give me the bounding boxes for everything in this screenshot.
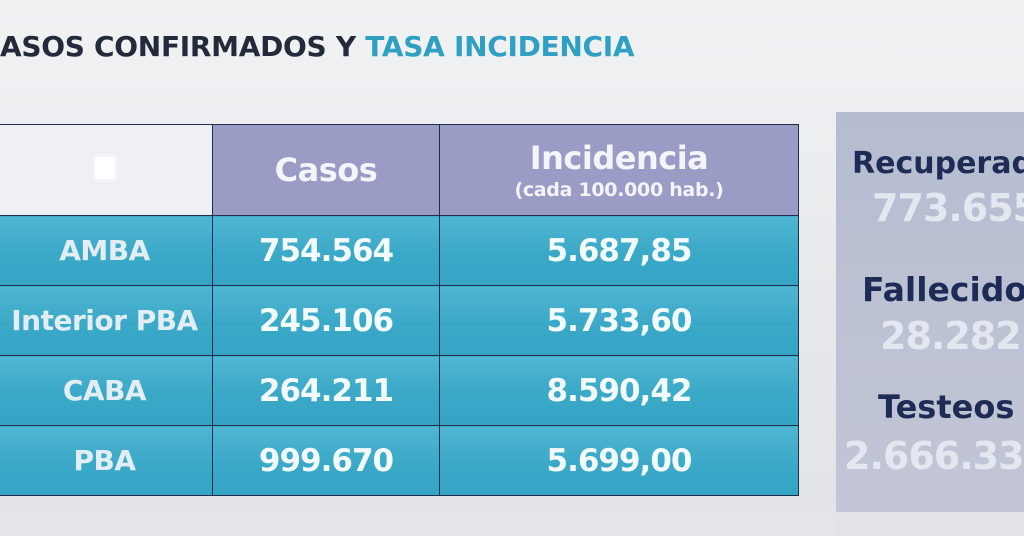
stat-fallecidos-label: Fallecidos — [862, 270, 1024, 309]
column-header-casos: Casos — [212, 124, 440, 216]
row-casos: 264.211 — [212, 355, 440, 426]
row-region: Interior PBA — [0, 285, 213, 356]
title-part-incidencia: TASA INCIDENCIA — [365, 30, 635, 63]
stat-recuperados-label: Recuperado — [852, 146, 1024, 181]
row-incidencia: 5.699,00 — [439, 425, 799, 496]
stat-testeos-value: 2.666.33 — [844, 434, 1024, 478]
row-casos: 245.106 — [212, 285, 440, 356]
row-region: PBA — [0, 425, 213, 496]
column-incidencia-sublabel: (cada 100.000 hab.) — [514, 179, 724, 201]
table-row: Interior PBA 245.106 5.733,60 — [0, 285, 799, 356]
table-row: PBA 999.670 5.699,00 — [0, 425, 799, 496]
column-incidencia-label: Incidencia — [529, 139, 709, 177]
stat-recuperados-value: 773.655 — [872, 186, 1024, 230]
row-casos: 754.564 — [212, 215, 440, 286]
column-header-incidencia: Incidencia (cada 100.000 hab.) — [439, 124, 799, 216]
title-part-confirmados: ASOS CONFIRMADOS Y — [0, 30, 356, 63]
page-title: ASOS CONFIRMADOS Y TASA INCIDENCIA — [0, 30, 635, 63]
row-region: AMBA — [0, 215, 213, 286]
row-region: CABA — [0, 355, 213, 426]
glare-mark — [94, 157, 115, 179]
bottom-band — [0, 506, 836, 536]
stat-testeos-label: Testeos — [878, 388, 1015, 426]
row-incidencia: 5.733,60 — [439, 285, 799, 356]
cases-table: Casos Incidencia (cada 100.000 hab.) AMB… — [0, 124, 799, 496]
stat-fallecidos-value: 28.282 — [880, 314, 1022, 358]
row-incidencia: 8.590,42 — [439, 355, 799, 426]
top-band — [0, 0, 1024, 18]
table-row: AMBA 754.564 5.687,85 — [0, 215, 799, 286]
stats-panel: Recuperado 773.655 Fallecidos 28.282 Tes… — [836, 112, 1024, 512]
table-header-empty — [0, 124, 213, 216]
row-incidencia: 5.687,85 — [439, 215, 799, 286]
table-header-row: Casos Incidencia (cada 100.000 hab.) — [0, 124, 799, 216]
row-casos: 999.670 — [212, 425, 440, 496]
column-casos-label: Casos — [274, 151, 378, 189]
table-row: CABA 264.211 8.590,42 — [0, 355, 799, 426]
